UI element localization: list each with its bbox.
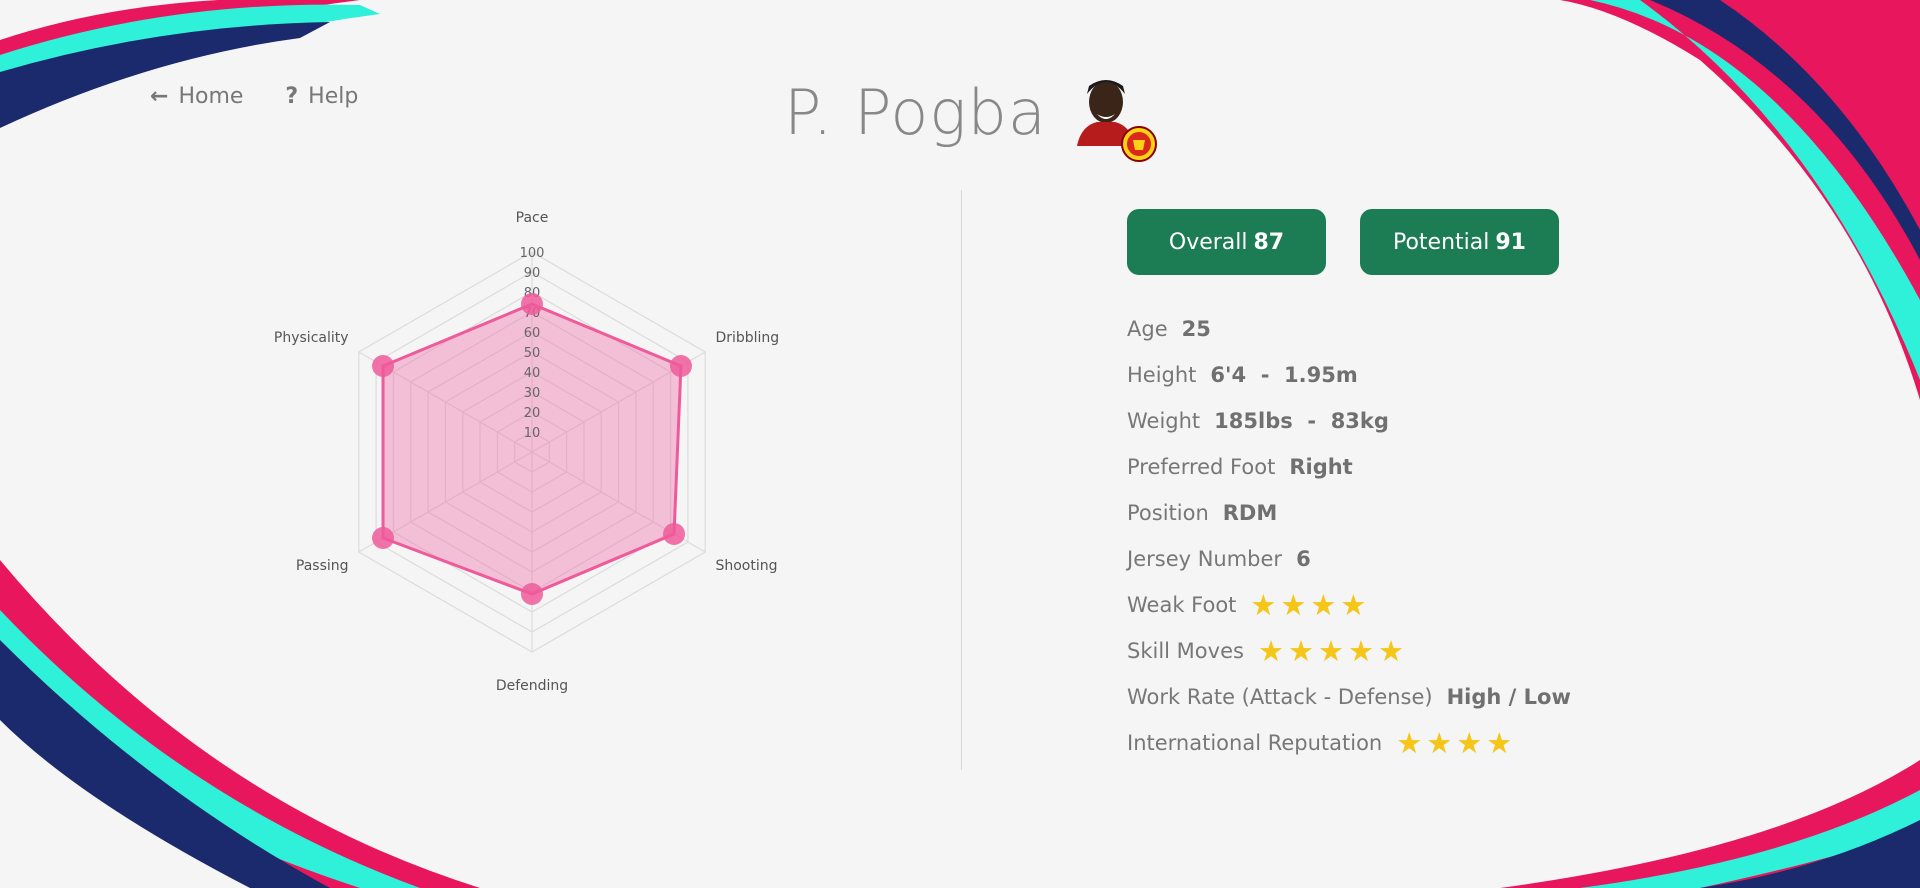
radar-tick-label: 10 <box>524 426 541 441</box>
radar-point[interactable] <box>372 355 395 377</box>
star-icon: ★ <box>1486 725 1513 760</box>
jersey-value: 6 <box>1296 547 1311 571</box>
attributes-radar-chart: 102030405060708090100PaceDribblingShooti… <box>274 210 779 694</box>
work-rate-value: High / Low <box>1446 685 1571 709</box>
radar-tick-label: 50 <box>524 346 541 361</box>
radar-axis-label: Shooting <box>715 558 777 574</box>
age-label: Age <box>1127 317 1168 341</box>
potential-rating-button[interactable]: Potential 91 <box>1360 209 1559 275</box>
weak-foot-label: Weak Foot <box>1127 593 1237 617</box>
star-icon: ★ <box>1340 587 1367 622</box>
weight-label: Weight <box>1127 409 1201 433</box>
player-photo-wrap <box>1069 72 1157 162</box>
potential-label: Potential <box>1392 229 1490 255</box>
radar-axis-label: Defending <box>496 678 568 694</box>
star-icon: ★ <box>1377 633 1404 668</box>
overall-rating-button[interactable]: Overall 87 <box>1127 209 1326 275</box>
radar-axis-label: Physicality <box>274 330 349 346</box>
jersey-label: Jersey Number <box>1127 547 1283 571</box>
radar-tick-label: 30 <box>524 386 541 401</box>
preferred-foot-value: Right <box>1289 455 1353 479</box>
info-row-weak-foot: Weak Foot ★ ★ ★ ★ <box>1127 582 1571 628</box>
arrow-left-icon: ← <box>150 84 169 109</box>
ratings-group: Overall 87 Potential 91 <box>1127 209 1559 275</box>
weak-foot-stars: ★ ★ ★ ★ <box>1250 587 1367 622</box>
info-row-height: Height 6'4 - 1.95m <box>1127 352 1571 398</box>
work-rate-label: Work Rate (Attack - Defense) <box>1127 685 1433 709</box>
height-value: 6'4 - 1.95m <box>1210 363 1358 387</box>
player-header: P. Pogba <box>784 64 1157 162</box>
radar-point[interactable] <box>663 523 686 545</box>
radar-tick-label: 60 <box>524 326 541 341</box>
star-icon: ★ <box>1456 725 1483 760</box>
skill-moves-stars: ★ ★ ★ ★ ★ <box>1257 633 1404 668</box>
star-icon: ★ <box>1250 587 1277 622</box>
weight-value: 185lbs - 83kg <box>1214 409 1389 433</box>
info-row-work-rate: Work Rate (Attack - Defense) High / Low <box>1127 674 1571 720</box>
star-icon: ★ <box>1426 725 1453 760</box>
player-info-list: Age 25 Height 6'4 - 1.95m Weight 185lbs … <box>1127 306 1571 766</box>
info-row-foot: Preferred Foot Right <box>1127 444 1571 490</box>
position-value: RDM <box>1222 501 1278 525</box>
star-icon: ★ <box>1280 587 1307 622</box>
star-icon: ★ <box>1317 633 1344 668</box>
age-value: 25 <box>1181 317 1211 341</box>
radar-axis-label: Pace <box>516 210 549 226</box>
preferred-foot-label: Preferred Foot <box>1127 455 1276 479</box>
reputation-stars: ★ ★ ★ ★ <box>1396 725 1513 760</box>
radar-point[interactable] <box>521 583 543 605</box>
radar-point[interactable] <box>669 355 692 377</box>
info-row-reputation: International Reputation ★ ★ ★ ★ <box>1127 720 1571 766</box>
height-label: Height <box>1127 363 1197 387</box>
radar-point[interactable] <box>521 293 543 315</box>
home-link-label: Home <box>178 84 244 109</box>
radar-tick-label: 20 <box>524 406 541 421</box>
star-icon: ★ <box>1310 587 1337 622</box>
help-link[interactable]: ? Help <box>285 84 358 109</box>
star-icon: ★ <box>1287 633 1314 668</box>
skill-moves-label: Skill Moves <box>1127 639 1244 663</box>
help-link-label: Help <box>308 84 359 109</box>
club-badge-icon <box>1120 126 1157 162</box>
info-row-skill-moves: Skill Moves ★ ★ ★ ★ ★ <box>1127 628 1571 674</box>
position-label: Position <box>1127 501 1209 525</box>
reputation-label: International Reputation <box>1127 731 1383 755</box>
overall-value: 87 <box>1253 229 1285 255</box>
info-row-position: Position RDM <box>1127 490 1571 536</box>
potential-value: 91 <box>1495 229 1526 255</box>
vertical-divider <box>961 190 962 770</box>
player-photo <box>1072 72 1139 146</box>
radar-axis-label: Passing <box>296 558 349 574</box>
radar-axis-label: Dribbling <box>715 330 779 346</box>
overall-label: Overall <box>1168 229 1248 255</box>
info-row-jersey: Jersey Number 6 <box>1127 536 1571 582</box>
radar-tick-label: 100 <box>520 246 545 261</box>
star-icon: ★ <box>1396 725 1423 760</box>
info-row-age: Age 25 <box>1127 306 1571 352</box>
star-icon: ★ <box>1347 633 1374 668</box>
player-name: P. Pogba <box>784 75 1047 149</box>
radar-point[interactable] <box>372 527 395 549</box>
radar-tick-label: 90 <box>524 266 541 281</box>
question-icon: ? <box>285 84 299 109</box>
star-icon: ★ <box>1257 633 1284 668</box>
info-row-weight: Weight 185lbs - 83kg <box>1127 398 1571 444</box>
top-nav: ← Home ? Help <box>150 84 358 109</box>
radar-tick-label: 40 <box>524 366 541 381</box>
home-link[interactable]: ← Home <box>150 84 243 109</box>
